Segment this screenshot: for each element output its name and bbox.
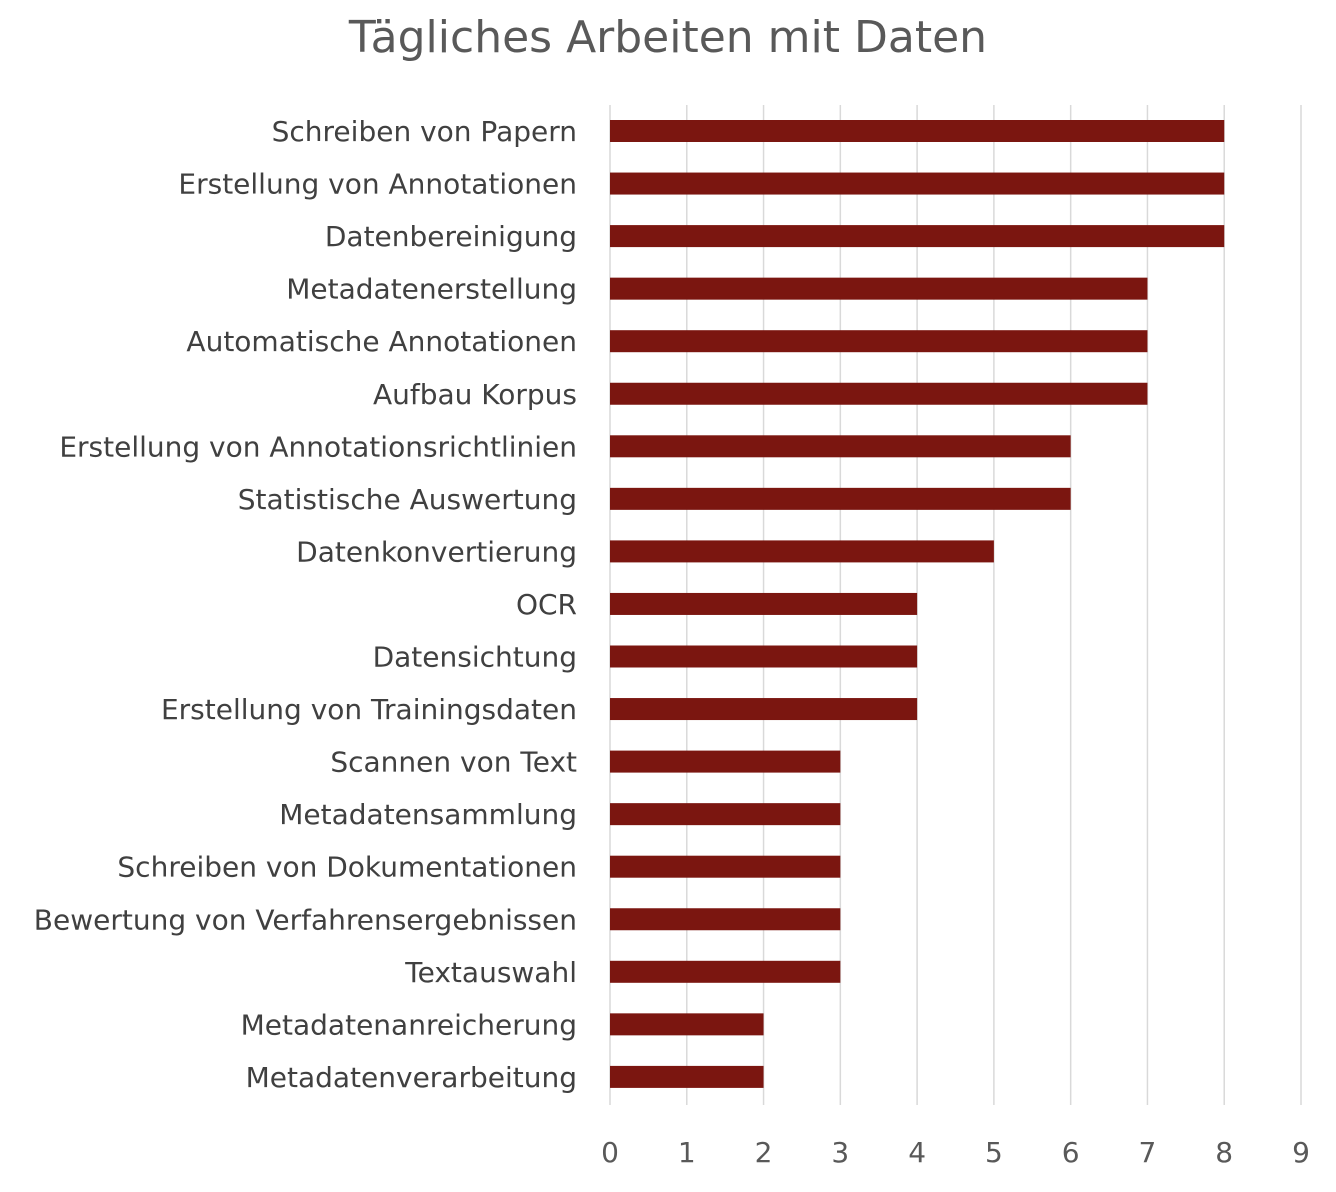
bar-0 [610,120,1225,142]
category-label-3: Metadatenerstellung [286,273,577,306]
bar-18 [610,1065,764,1088]
x-tick-label-6: 6 [1062,1136,1080,1169]
bar-17 [610,1013,764,1036]
bar-9 [610,592,918,615]
bar-13 [610,803,841,826]
x-tick-label-1: 1 [678,1136,696,1169]
x-tick-label-4: 4 [908,1136,926,1169]
bar-1 [610,172,1225,195]
x-tick-label-3: 3 [831,1136,849,1169]
bar-14 [610,855,841,878]
category-label-7: Statistische Auswertung [238,483,577,516]
category-label-9: OCR [516,588,577,621]
category-label-2: Datenbereinigung [325,220,577,253]
x-tick-label-5: 5 [985,1136,1003,1169]
bar-2 [610,225,1225,248]
category-label-14: Schreiben von Dokumentationen [117,851,577,884]
bar-15 [610,908,841,931]
chart-title: Tägliches Arbeiten mit Daten [348,12,987,63]
category-label-11: Erstellung von Trainingsdaten [161,693,577,726]
category-label-13: Metadatensammlung [279,798,577,831]
x-tick-label-0: 0 [601,1136,619,1169]
bar-11 [610,698,918,721]
category-label-16: Textauswahl [404,956,577,989]
bars [610,120,1225,1088]
category-label-6: Erstellung von Annotationsrichtlinien [59,430,577,463]
category-label-5: Aufbau Korpus [373,378,577,411]
bar-5 [610,382,1148,405]
x-tick-label-9: 9 [1292,1136,1310,1169]
bar-6 [610,435,1071,458]
bar-7 [610,487,1071,510]
bar-16 [610,960,841,983]
category-label-17: Metadatenanreicherung [241,1008,577,1041]
bar-12 [610,750,841,773]
category-label-1: Erstellung von Annotationen [178,168,577,201]
category-label-4: Automatische Annotationen [186,325,577,358]
category-label-15: Bewertung von Verfahrensergebnissen [34,903,577,936]
x-tick-label-2: 2 [755,1136,773,1169]
x-axis-tick-labels: 0 1 2 3 4 5 6 7 8 9 [601,1136,1310,1169]
category-label-12: Scannen von Text [330,746,577,779]
bar-4 [610,330,1148,353]
bar-10 [610,645,918,668]
bar-8 [610,540,994,563]
x-tick-label-7: 7 [1139,1136,1157,1169]
category-label-18: Metadatenverarbeitung [246,1061,577,1094]
category-label-0: Schreiben von Papern [272,115,577,148]
category-labels: Schreiben von Papern Erstellung von Annot… [34,115,577,1094]
bar-3 [610,277,1148,300]
category-label-10: Datensichtung [373,641,577,674]
x-tick-label-8: 8 [1215,1136,1233,1169]
category-label-8: Datenkonvertierung [296,535,577,568]
